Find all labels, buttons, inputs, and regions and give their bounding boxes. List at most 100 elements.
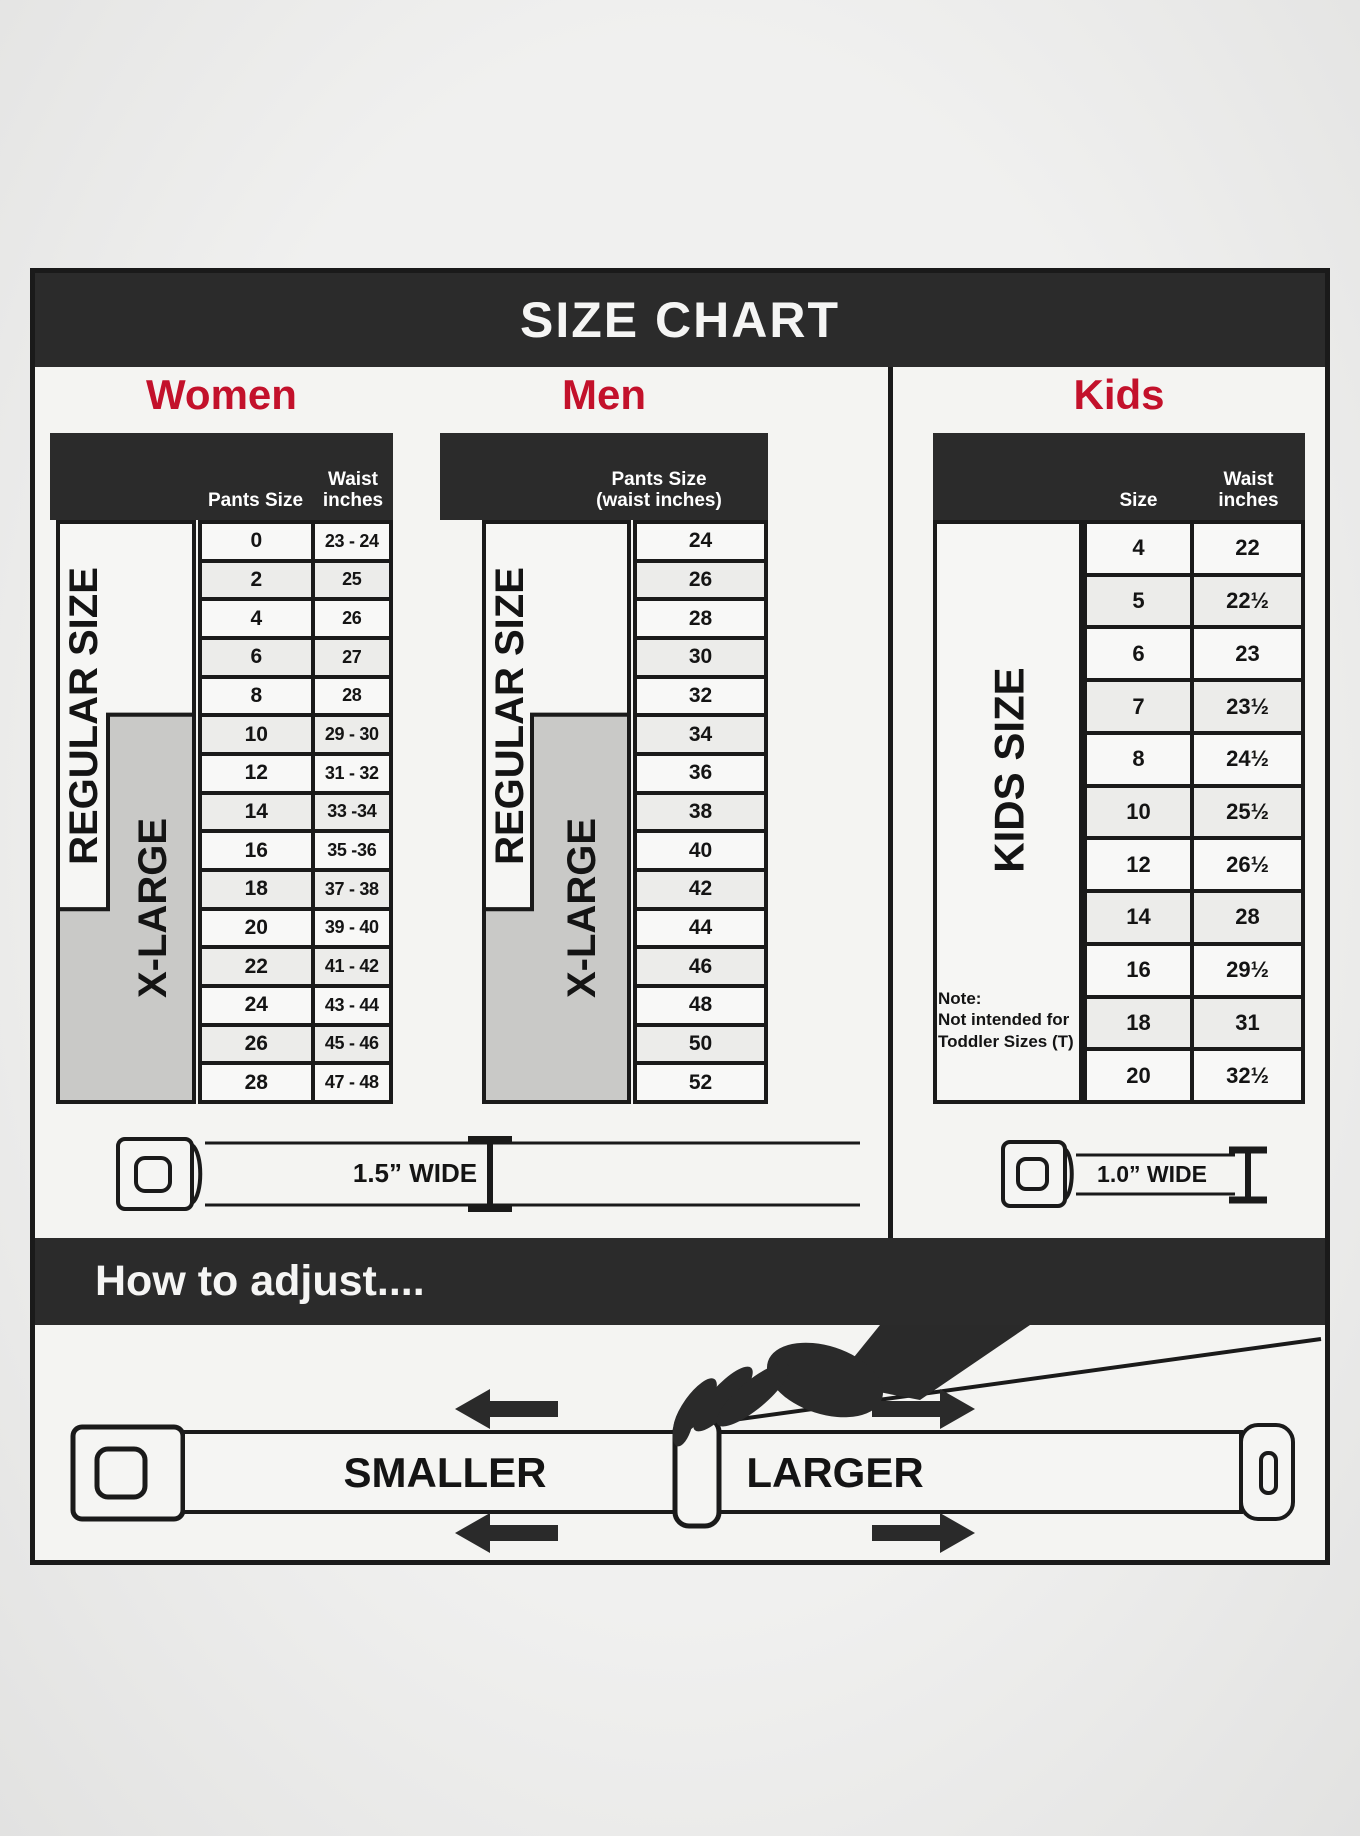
- width-measure-icon: [1229, 1146, 1267, 1204]
- pants-size-cell: 28: [202, 1065, 311, 1100]
- waist-inches-cell: 27: [314, 640, 389, 675]
- how-to-adjust-band: How to adjust....: [35, 1238, 1325, 1325]
- waist-inches-cell: 26: [314, 601, 389, 636]
- kid-size-cell: 20: [1087, 1051, 1191, 1100]
- men-x-large-label: X-LARGE: [560, 818, 604, 998]
- kid-size-cell: 14: [1087, 893, 1191, 942]
- kid-size-cell: 16: [1087, 945, 1191, 995]
- waist-inches-cell: 37 - 38: [314, 872, 389, 907]
- pants-size-cell: 40: [637, 833, 764, 868]
- pants-size-cell: 28: [637, 601, 764, 636]
- page-title: SIZE CHART: [520, 292, 840, 348]
- waist-inches-cell: 33 -34: [314, 794, 389, 830]
- pants-size-cell: 14: [202, 794, 311, 830]
- women-x-large-region: [56, 712, 196, 1104]
- waist-inches-cell: 35 -36: [314, 833, 389, 868]
- waist-inches-cell: 43 - 44: [314, 988, 389, 1023]
- men-pants-size-header: Pants Size (waist inches): [596, 469, 722, 511]
- kids-fit-labels: KIDS SIZE: [933, 520, 1083, 1104]
- pants-size-cell: 46: [637, 949, 764, 984]
- how-to-adjust-title: How to adjust....: [95, 1257, 425, 1305]
- men-fit-labels: REGULAR SIZE X-LARGE: [482, 520, 631, 1104]
- pants-size-cell: 30: [637, 640, 764, 675]
- adjust-illustration: SMALLER LARGER: [35, 1325, 1325, 1565]
- seatbelt-buckle-icon: [116, 1137, 203, 1211]
- waist-inches-cell: 25: [314, 562, 389, 598]
- width-measure-icon: [468, 1136, 512, 1212]
- waist-inches-cell: 39 - 40: [314, 910, 389, 946]
- pants-size-cell: 8: [202, 678, 311, 714]
- men-section-title: Men: [562, 371, 646, 418]
- section-divider: [888, 367, 893, 1238]
- women-pants-size-header: Pants Size: [207, 490, 304, 511]
- kid-size-cell: 5: [1087, 576, 1191, 626]
- pants-size-cell: 26: [637, 562, 764, 598]
- pants-size-cell: 36: [637, 756, 764, 791]
- women-x-large-label: X-LARGE: [131, 818, 175, 998]
- pants-size-cell: 50: [637, 1026, 764, 1062]
- pants-size-cell: 2: [202, 562, 311, 598]
- larger-label: LARGER: [746, 1449, 923, 1496]
- pants-size-cell: 44: [637, 910, 764, 946]
- pants-size-cell: 32: [637, 678, 764, 714]
- pants-size-cell: 0: [202, 524, 311, 559]
- pants-size-cell: 18: [202, 872, 311, 907]
- waist-inches-cell: 23½: [1194, 682, 1301, 731]
- kids-table-rows: 4 22 5 22½ 6 23 7 23½ 8 24½ 10 25½ 12 26…: [1083, 520, 1305, 1104]
- waist-inches-cell: 23: [1194, 629, 1301, 679]
- waist-inches-cell: 41 - 42: [314, 949, 389, 984]
- size-chart-panel: SIZE CHART Women Men Kids Pants Size Wai…: [30, 268, 1330, 1565]
- belt-width-label: 1.0” WIDE: [1097, 1161, 1207, 1187]
- waist-inches-cell: 23 - 24: [314, 524, 389, 559]
- waist-inches-cell: 28: [314, 678, 389, 714]
- pants-size-cell: 24: [637, 524, 764, 559]
- waist-inches-cell: 29 - 30: [314, 717, 389, 752]
- men-x-large-region: [482, 712, 631, 1104]
- kids-waist-header: Waist inches: [1218, 469, 1279, 511]
- arrow-left-icon: [455, 1389, 558, 1429]
- pants-size-cell: 24: [202, 988, 311, 1023]
- kids-belt-diagram: 1.0” WIDE: [1000, 1139, 1280, 1216]
- pants-size-cell: 34: [637, 717, 764, 752]
- kids-size-region: [933, 520, 1083, 1104]
- women-section-title: Women: [146, 371, 297, 418]
- women-waist-header: Waist inches: [322, 469, 384, 511]
- kid-size-cell: 12: [1087, 840, 1191, 890]
- kid-size-cell: 6: [1087, 629, 1191, 679]
- seatbelt-buckle-icon: [70, 1424, 186, 1522]
- waist-inches-cell: 32½: [1194, 1051, 1301, 1100]
- waist-inches-cell: 31: [1194, 998, 1301, 1048]
- kids-size-side-label: KIDS SIZE: [986, 667, 1033, 872]
- pants-size-cell: 16: [202, 833, 311, 868]
- women-table-header: Pants Size Waist inches: [50, 433, 393, 520]
- arrow-left-icon: [455, 1513, 558, 1553]
- pants-size-cell: 52: [637, 1065, 764, 1100]
- men-table-rows: 24 26 28 30 32 34 36 38 40 42 44 46: [633, 520, 768, 1104]
- pants-size-cell: 4: [202, 601, 311, 636]
- kid-size-cell: 8: [1087, 734, 1191, 784]
- waist-inches-cell: 45 - 46: [314, 1026, 389, 1062]
- kid-size-cell: 18: [1087, 998, 1191, 1048]
- adjust-illustration-svg: SMALLER LARGER: [70, 1325, 1322, 1553]
- kids-belt-svg: 1.0” WIDE: [1001, 1140, 1267, 1208]
- pants-size-cell: 26: [202, 1026, 311, 1062]
- pants-size-cell: 42: [637, 872, 764, 907]
- arrow-right-icon: [872, 1513, 975, 1553]
- men-table-header: Pants Size (waist inches): [440, 433, 768, 520]
- title-bar: SIZE CHART: [35, 273, 1325, 367]
- smaller-label: SMALLER: [344, 1449, 547, 1496]
- kid-size-cell: 4: [1087, 524, 1191, 573]
- kid-size-cell: 10: [1087, 787, 1191, 837]
- waist-inches-cell: 31 - 32: [314, 756, 389, 791]
- waist-inches-cell: 28: [1194, 893, 1301, 942]
- belt-tip: [1239, 1423, 1295, 1521]
- adult-belt-diagram: 1.5” WIDE: [115, 1135, 860, 1218]
- belt-width-label: 1.5” WIDE: [353, 1158, 477, 1188]
- waist-inches-cell: 47 - 48: [314, 1065, 389, 1100]
- pants-size-cell: 10: [202, 717, 311, 752]
- women-size-table: Pants Size Waist inches REGULAR SIZE X-L…: [50, 433, 393, 1104]
- kid-size-cell: 7: [1087, 682, 1191, 731]
- waist-inches-cell: 22: [1194, 524, 1301, 573]
- hand-icon: [672, 1325, 1030, 1447]
- kids-note: Note: Not intended for Toddler Sizes (T): [938, 989, 1074, 1051]
